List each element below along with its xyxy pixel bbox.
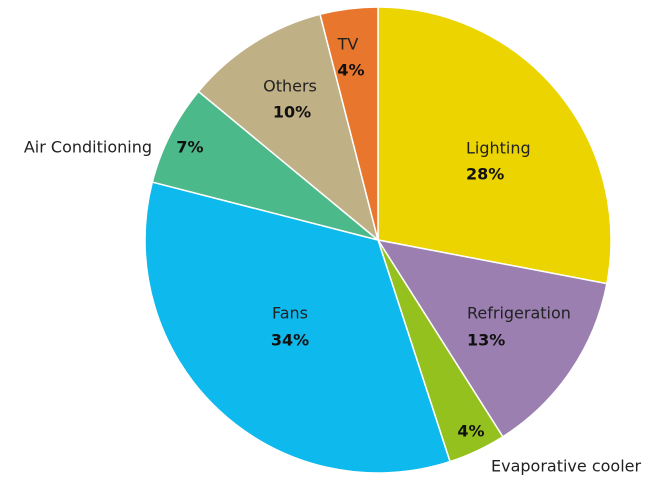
slice-value-label: 4% bbox=[457, 422, 484, 441]
slice-label: Air Conditioning bbox=[24, 138, 152, 157]
slice-label: Evaporative cooler bbox=[491, 457, 641, 476]
slice-value-label: 13% bbox=[467, 331, 505, 350]
slice-label: Others bbox=[263, 77, 317, 96]
slice-label: Fans bbox=[272, 304, 308, 323]
slice-value-label: 34% bbox=[271, 331, 309, 350]
pie-slice bbox=[376, 238, 608, 438]
slice-value-label: 28% bbox=[466, 165, 504, 184]
slice-label: TV bbox=[337, 35, 359, 54]
pie-slice bbox=[144, 181, 451, 474]
pie-slice bbox=[197, 13, 380, 243]
pie-slice bbox=[319, 6, 379, 241]
slice-value-label: 7% bbox=[176, 138, 203, 157]
slice-label: Refrigeration bbox=[467, 304, 571, 323]
pie-slice bbox=[377, 6, 612, 285]
pie-slice bbox=[151, 90, 379, 241]
slice-value-label: 4% bbox=[337, 61, 364, 80]
slice-label: Lighting bbox=[466, 139, 531, 158]
slice-value-label: 10% bbox=[273, 103, 311, 122]
